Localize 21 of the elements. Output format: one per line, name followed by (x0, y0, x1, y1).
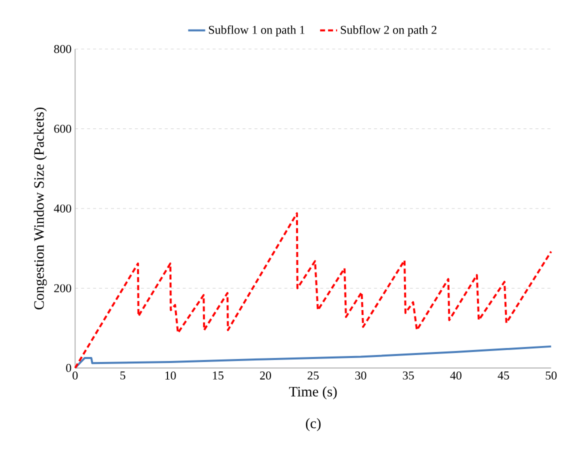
legend-label: Subflow 1 on path 1 (208, 25, 304, 36)
x-tick-label: 10 (165, 371, 176, 380)
y-tick-label: 200 (54, 284, 72, 292)
text: (c) (306, 418, 321, 432)
y-tick-label: 400 (54, 204, 72, 213)
x-tick-label: 0 (72, 371, 78, 380)
x-tick-label: 50 (546, 371, 557, 380)
x-tick-label: 35 (402, 371, 414, 380)
x-tick-label: 5 (120, 371, 126, 380)
x-tick-label: 30 (355, 371, 366, 380)
x-tick-label: 25 (308, 371, 319, 380)
x-axis-title: Time (s) (289, 386, 337, 400)
y-tick-label: 0 (66, 364, 72, 372)
y-axis-title: Congestion Window Size (Packets) (34, 108, 47, 310)
x-tick-label: 40 (450, 371, 462, 380)
y-tick-label: 600 (54, 124, 72, 133)
x-tick-label: 15 (212, 371, 224, 380)
legend-label: Subflow 2 on path 2 (340, 25, 436, 36)
x-tick-label: 20 (260, 371, 272, 380)
y-tick-label: 800 (54, 45, 72, 54)
x-tick-label: 45 (498, 371, 510, 380)
